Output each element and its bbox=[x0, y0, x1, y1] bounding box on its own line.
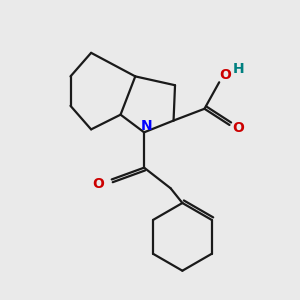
Text: N: N bbox=[141, 119, 152, 133]
Text: O: O bbox=[92, 177, 104, 191]
Text: O: O bbox=[232, 121, 244, 135]
Text: H: H bbox=[232, 62, 244, 76]
Text: O: O bbox=[219, 68, 231, 82]
